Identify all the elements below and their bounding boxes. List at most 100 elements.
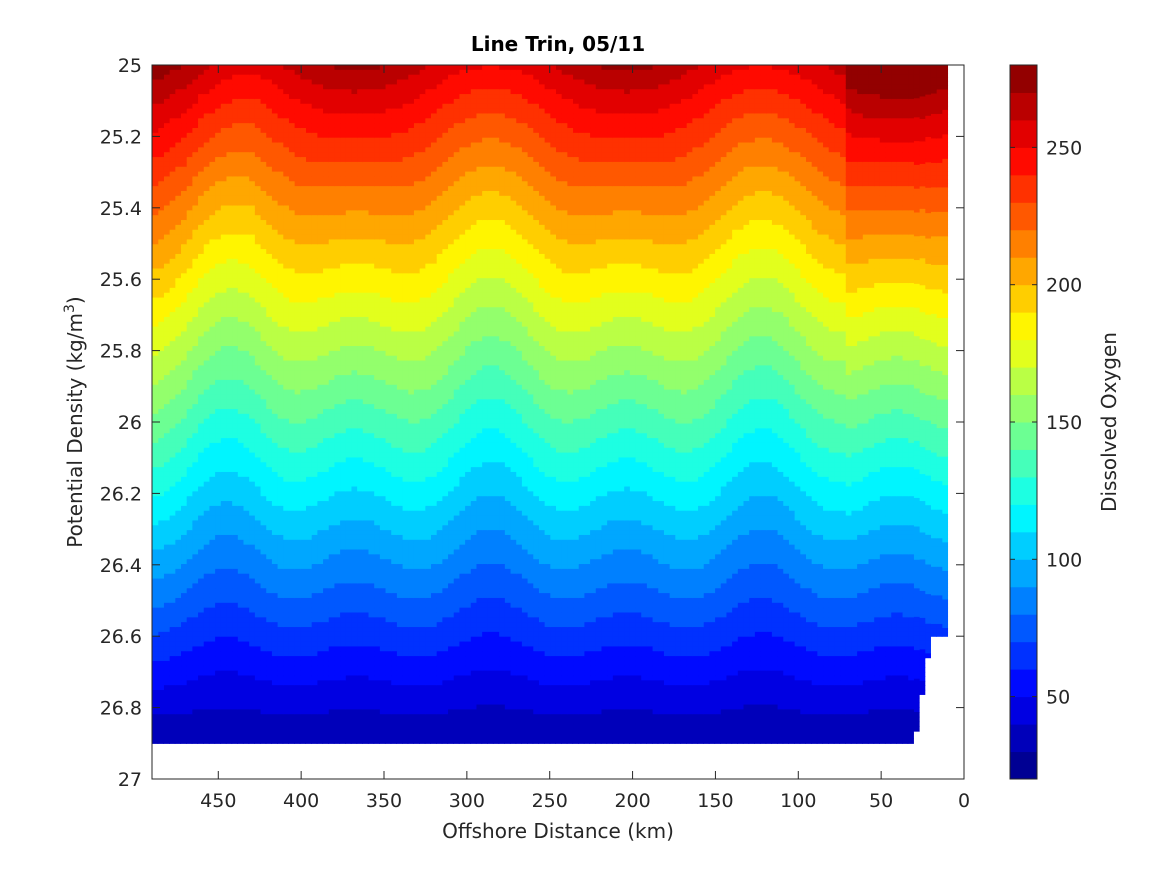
contour-cell bbox=[919, 528, 926, 534]
contour-cell bbox=[839, 224, 846, 231]
contour-cell bbox=[862, 505, 869, 512]
contour-cell bbox=[742, 234, 750, 241]
contour-cell bbox=[890, 442, 897, 449]
contour-cell bbox=[879, 350, 886, 357]
contour-cell bbox=[850, 161, 858, 168]
contour-cell bbox=[856, 694, 863, 701]
contour-cell bbox=[765, 709, 772, 715]
contour-cell bbox=[884, 646, 892, 652]
contour-cell bbox=[879, 79, 886, 85]
contour-cell bbox=[742, 253, 750, 260]
contour-cell bbox=[890, 321, 897, 328]
contour-cell bbox=[856, 723, 863, 730]
contour-cell bbox=[919, 123, 926, 129]
contour-cell bbox=[759, 656, 767, 662]
contour-cell bbox=[816, 714, 824, 720]
contour-cell bbox=[754, 675, 761, 681]
contour-cell bbox=[896, 534, 903, 541]
contour-cell bbox=[884, 404, 892, 410]
contour-cell bbox=[805, 568, 812, 575]
contour-cell bbox=[896, 462, 903, 468]
contour-cell bbox=[799, 544, 806, 551]
contour-cell bbox=[913, 574, 920, 580]
contour-cell bbox=[839, 442, 846, 449]
contour-cell bbox=[890, 253, 897, 260]
contour-cell bbox=[913, 283, 920, 290]
contour-cell bbox=[742, 476, 750, 483]
contour-cell bbox=[941, 305, 949, 311]
contour-cell bbox=[816, 389, 824, 396]
contour-cell bbox=[879, 404, 886, 410]
contour-cell bbox=[742, 103, 750, 110]
contour-cell bbox=[884, 142, 892, 148]
contour-cell bbox=[771, 408, 778, 415]
contour-cell bbox=[856, 738, 863, 744]
contour-cell bbox=[879, 166, 886, 173]
contour-cell bbox=[845, 515, 852, 522]
contour-cell bbox=[924, 175, 931, 180]
contour-cell bbox=[896, 690, 903, 696]
contour-cell bbox=[941, 440, 949, 446]
contour-cell bbox=[919, 384, 926, 390]
contour-cell bbox=[913, 697, 920, 704]
contour-cell bbox=[833, 84, 841, 90]
contour-cell bbox=[884, 670, 892, 677]
contour-cell bbox=[782, 205, 789, 211]
contour-cell bbox=[759, 631, 767, 638]
contour-cell bbox=[754, 631, 761, 638]
contour-cell bbox=[930, 322, 937, 327]
contour-cell bbox=[901, 714, 909, 720]
contour-cell bbox=[799, 312, 806, 318]
contour-cell bbox=[941, 550, 949, 556]
contour-cell bbox=[822, 554, 829, 560]
contour-cell bbox=[805, 375, 812, 381]
contour-cell bbox=[759, 253, 767, 260]
contour-cell bbox=[924, 90, 931, 96]
contour-cell bbox=[913, 721, 920, 727]
contour-cell bbox=[811, 690, 818, 696]
contour-cell bbox=[816, 423, 824, 429]
contour-cell bbox=[873, 404, 880, 410]
contour-cell bbox=[822, 675, 829, 681]
contour-cell bbox=[828, 389, 835, 396]
contour-cell bbox=[759, 660, 767, 667]
contour-cell bbox=[816, 505, 824, 512]
contour-cell bbox=[794, 190, 801, 197]
contour-cell bbox=[930, 248, 937, 254]
contour-cell bbox=[748, 249, 755, 255]
contour-cell bbox=[879, 738, 886, 744]
contour-cell bbox=[799, 559, 806, 565]
contour-cell bbox=[833, 656, 841, 662]
contour-cell bbox=[839, 660, 846, 667]
contour-cell bbox=[884, 316, 892, 323]
contour-cell bbox=[873, 462, 880, 468]
contour-cell bbox=[816, 273, 824, 279]
contour-cell bbox=[788, 336, 795, 342]
contour-cell bbox=[941, 81, 949, 86]
contour-cell bbox=[788, 588, 795, 594]
contour-cell bbox=[788, 496, 795, 502]
contour-cell bbox=[794, 501, 801, 507]
contour-cell bbox=[924, 221, 931, 227]
contour-cell bbox=[867, 719, 875, 725]
contour-cell bbox=[839, 370, 846, 376]
contour-cell bbox=[850, 89, 858, 95]
contour-cell bbox=[862, 602, 869, 609]
contour-cell bbox=[913, 179, 920, 185]
contour-cell bbox=[742, 210, 750, 216]
contour-cell bbox=[822, 176, 829, 182]
contour-cell bbox=[862, 515, 869, 522]
contour-cell bbox=[850, 520, 858, 526]
contour-cell bbox=[896, 612, 903, 618]
contour-cell bbox=[839, 79, 846, 85]
contour-cell bbox=[754, 709, 761, 715]
contour-cell bbox=[799, 108, 806, 115]
contour-cell bbox=[913, 621, 920, 627]
contour-cell bbox=[799, 704, 806, 710]
contour-cell bbox=[924, 170, 931, 176]
contour-cell bbox=[799, 462, 806, 468]
contour-cell bbox=[839, 263, 846, 270]
contour-cell bbox=[765, 539, 772, 546]
contour-cell bbox=[811, 481, 818, 488]
contour-cell bbox=[884, 636, 892, 643]
